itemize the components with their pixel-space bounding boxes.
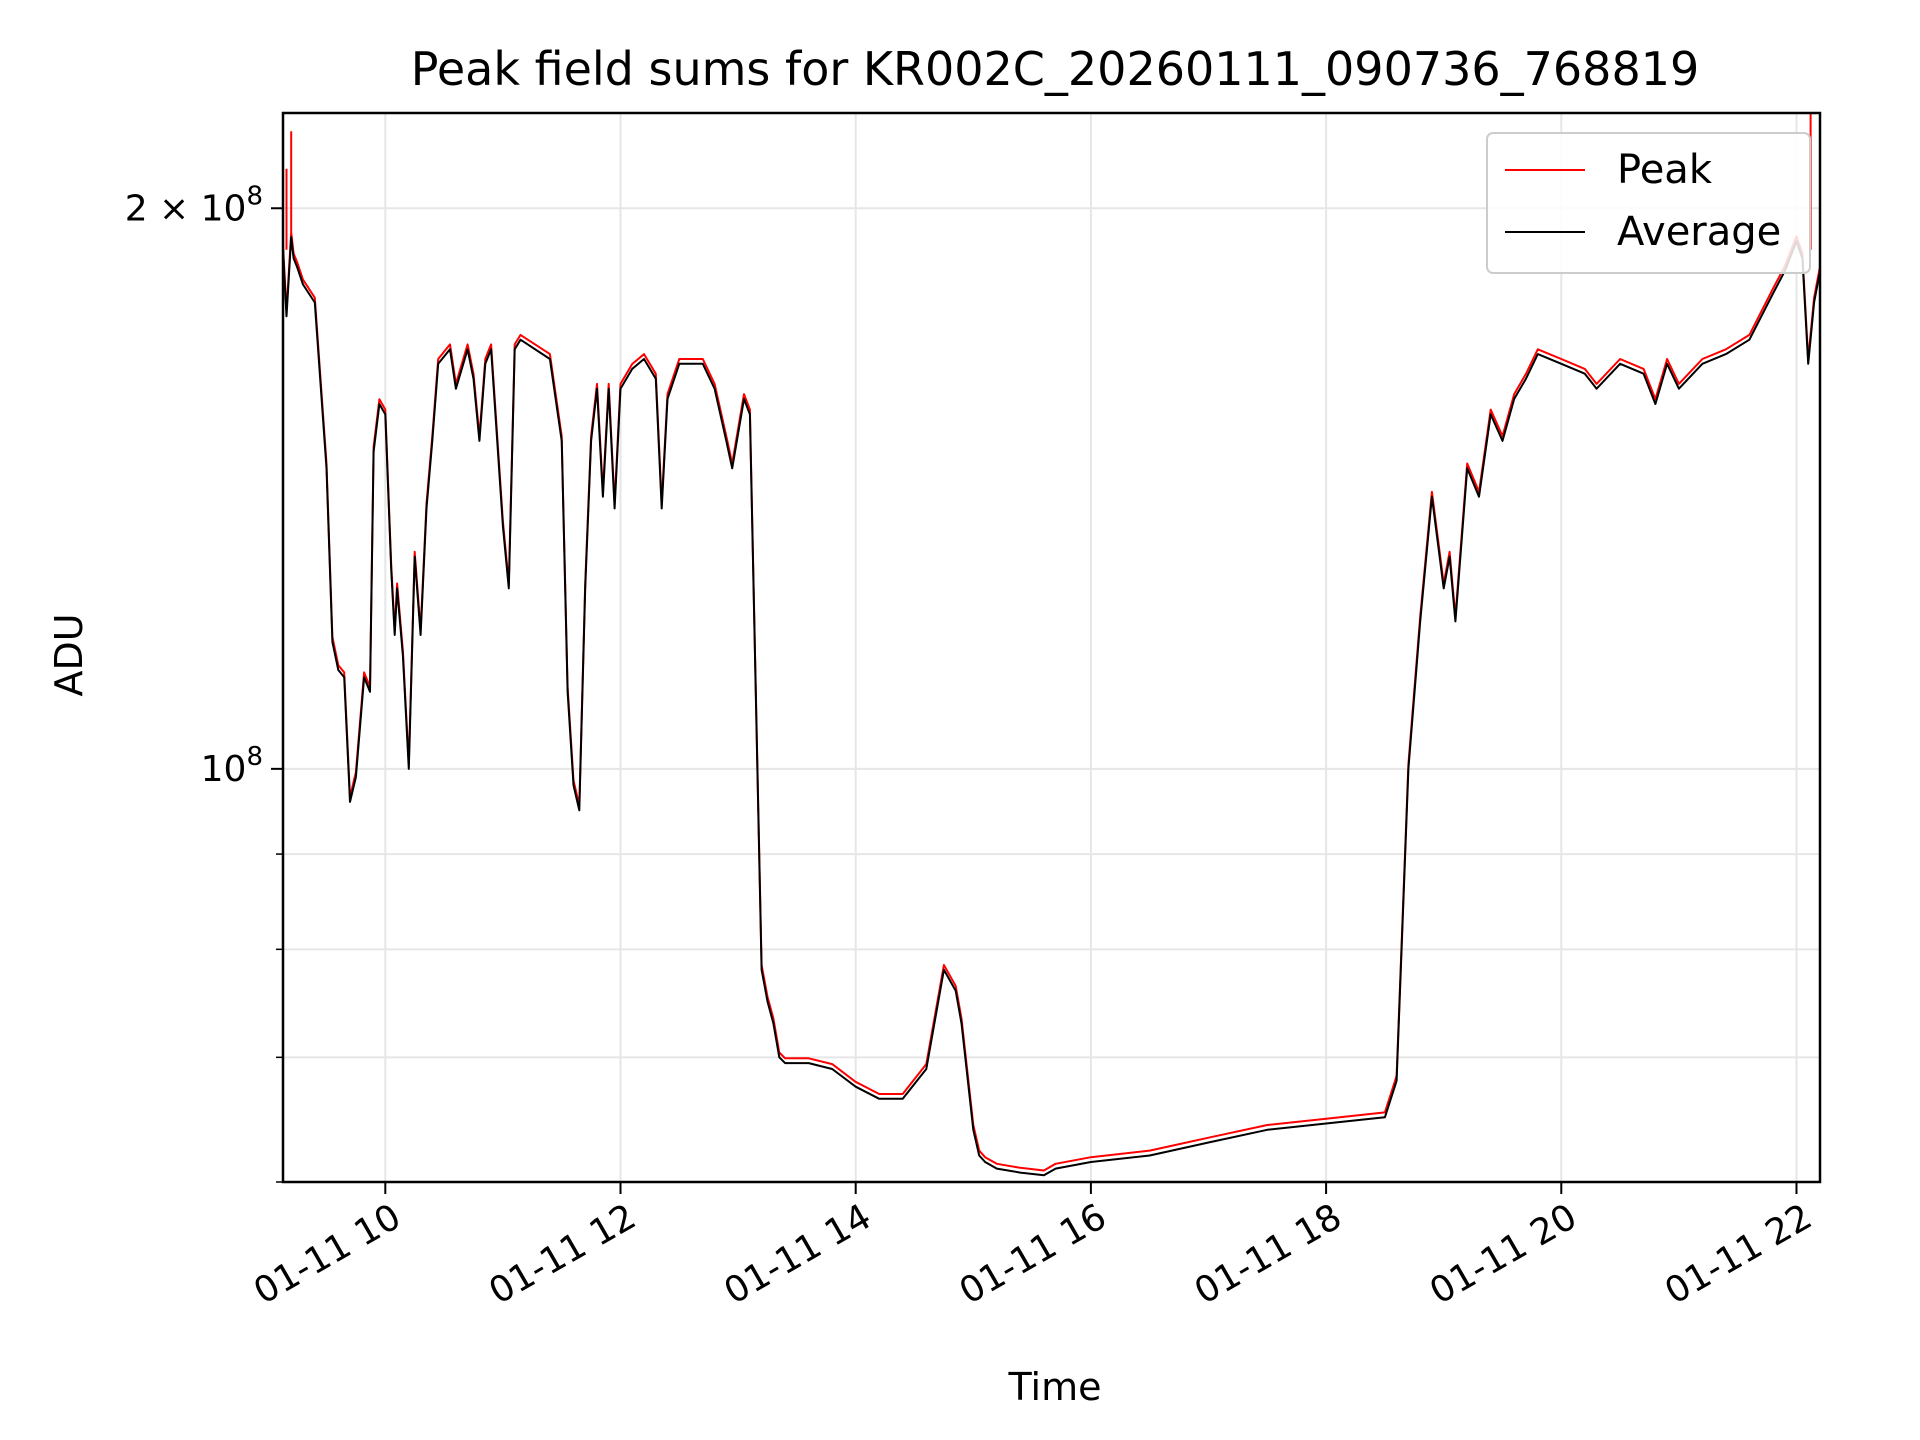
legend: Peak Average xyxy=(1486,132,1811,274)
legend-average-label: Average xyxy=(1617,209,1781,255)
y-tick-label-exponent: 8 xyxy=(246,181,263,211)
y-tick-label-exponent: 8 xyxy=(246,742,263,772)
y-tick-label: 108 xyxy=(201,742,263,790)
y-tick-label-base: 2 × 10 xyxy=(125,188,247,229)
y-axis-label: ADU xyxy=(47,613,91,696)
legend-box xyxy=(1486,132,1811,274)
y-tick-label: 2 × 108 xyxy=(125,181,263,229)
x-axis-label: Time xyxy=(1008,1365,1102,1409)
y-tick-label-base: 10 xyxy=(201,749,247,790)
series-layer xyxy=(282,113,1821,1177)
average-series-line xyxy=(282,236,1821,1177)
plot-frame xyxy=(281,111,1822,1184)
legend-peak-label: Peak xyxy=(1617,147,1713,193)
chart-title: Peak field sums for KR002C_20260111_0907… xyxy=(411,42,1700,96)
